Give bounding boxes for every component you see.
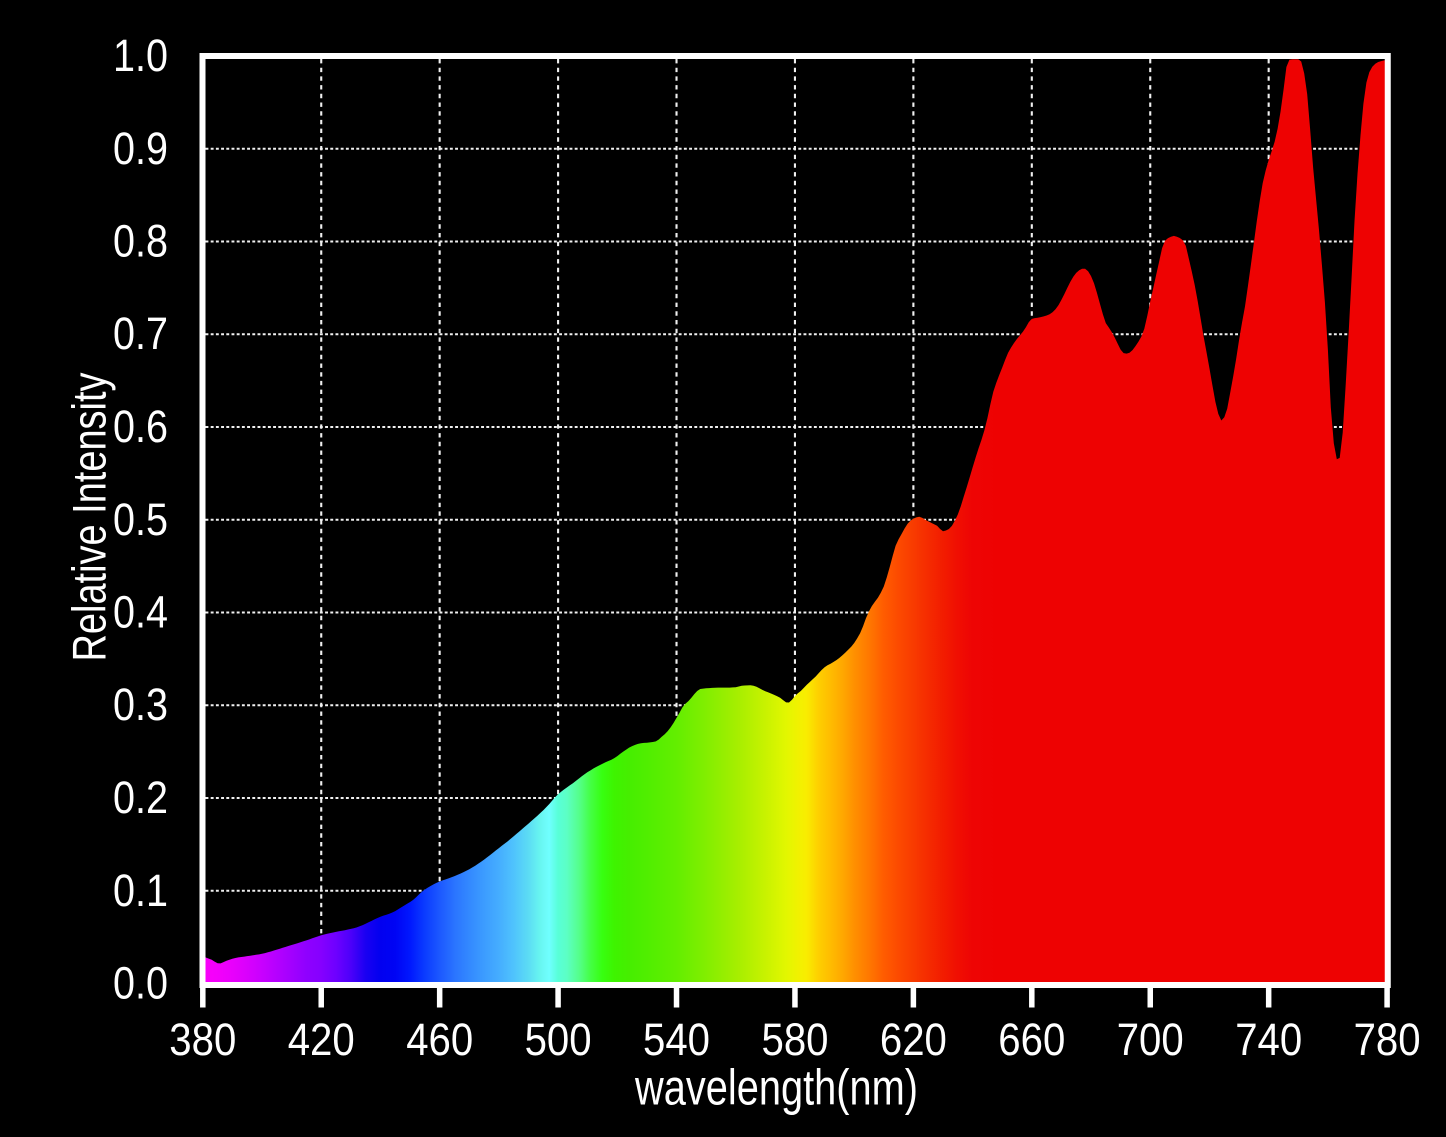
svg-text:380: 380 bbox=[169, 1014, 236, 1065]
svg-text:1.0: 1.0 bbox=[113, 30, 168, 81]
svg-text:0.1: 0.1 bbox=[113, 865, 168, 916]
svg-text:420: 420 bbox=[288, 1014, 355, 1065]
svg-text:Relative Intensity: Relative Intensity bbox=[63, 372, 116, 661]
svg-text:660: 660 bbox=[998, 1014, 1065, 1065]
svg-text:0.9: 0.9 bbox=[113, 123, 168, 174]
svg-text:0.6: 0.6 bbox=[113, 401, 168, 452]
svg-text:0.8: 0.8 bbox=[113, 216, 168, 267]
svg-text:780: 780 bbox=[1354, 1014, 1421, 1065]
svg-text:0.2: 0.2 bbox=[113, 772, 168, 823]
svg-text:0.4: 0.4 bbox=[113, 587, 168, 638]
svg-text:0.0: 0.0 bbox=[113, 958, 168, 1009]
svg-text:wavelength(nm): wavelength(nm) bbox=[634, 1060, 918, 1116]
svg-text:460: 460 bbox=[406, 1014, 473, 1065]
svg-text:620: 620 bbox=[880, 1014, 947, 1065]
svg-text:540: 540 bbox=[643, 1014, 710, 1065]
svg-text:700: 700 bbox=[1117, 1014, 1184, 1065]
svg-text:0.5: 0.5 bbox=[113, 494, 168, 545]
svg-text:740: 740 bbox=[1235, 1014, 1302, 1065]
svg-text:0.7: 0.7 bbox=[113, 308, 168, 359]
svg-text:500: 500 bbox=[525, 1014, 592, 1065]
svg-text:0.3: 0.3 bbox=[113, 679, 168, 730]
svg-text:580: 580 bbox=[762, 1014, 829, 1065]
